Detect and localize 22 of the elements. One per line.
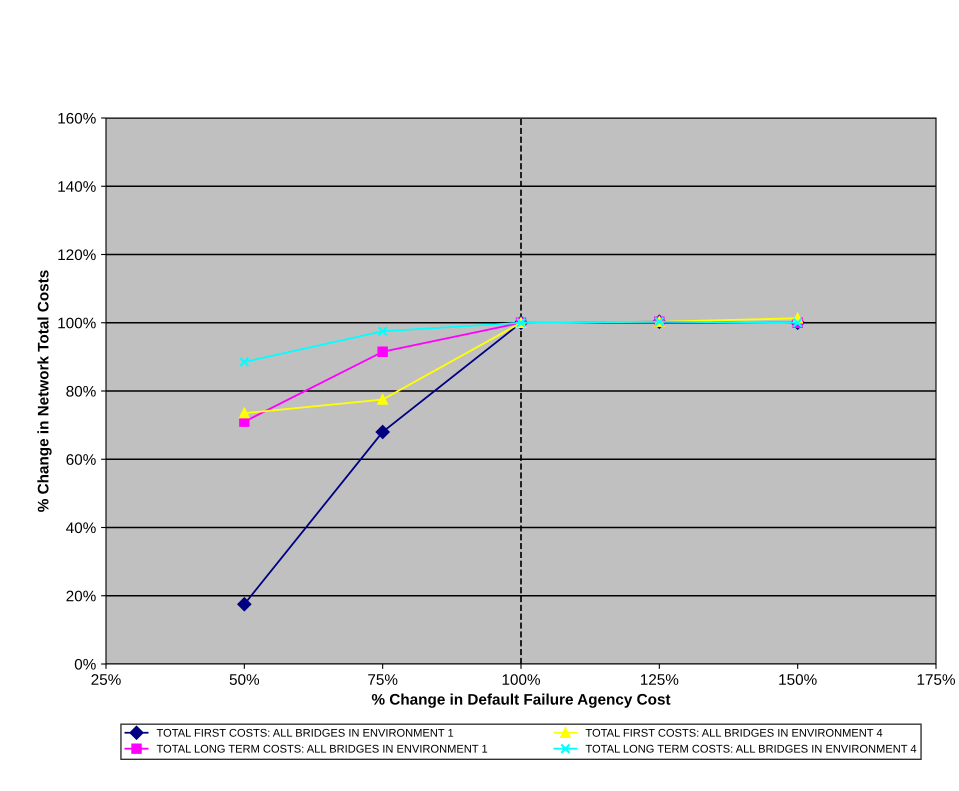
legend-label: TOTAL LONG TERM COSTS: ALL BRIDGES IN ENVIRONMENT 4	[586, 744, 916, 753]
y-tick-label: 80%	[66, 386, 96, 397]
y-tick-label: 120%	[58, 249, 96, 260]
y-tick-label: 140%	[58, 181, 96, 192]
y-axis-title: % Change in Network Total Costs	[37, 270, 52, 512]
x-tick-label: 50%	[230, 674, 260, 685]
y-tick-label: 160%	[58, 112, 96, 124]
x-tick-label: 175%	[918, 674, 955, 685]
legend-label: TOTAL FIRST COSTS: ALL BRIDGES IN ENVIRONMENT 4	[586, 728, 882, 737]
legend-label: TOTAL FIRST COSTS: ALL BRIDGES IN ENVIRONMENT 1	[156, 728, 454, 737]
x-tick-label: 100%	[502, 674, 540, 685]
x-tick-label: 75%	[368, 674, 398, 685]
legend-label: TOTAL LONG TERM COSTS: ALL BRIDGES IN ENVIRONMENT 1	[156, 744, 488, 753]
y-tick-label: 20%	[66, 590, 96, 602]
y-tick-label: 60%	[66, 454, 96, 465]
x-tick-label: 125%	[640, 674, 678, 685]
y-tick-label: 0%	[74, 658, 96, 670]
y-tick-label: 100%	[58, 318, 96, 328]
y-tick-label: 40%	[66, 522, 96, 534]
x-tick-label: 150%	[779, 674, 817, 685]
x-axis-title: % Change in Default Failure Agency Cost	[372, 694, 670, 708]
x-tick-label: 25%	[91, 674, 121, 685]
